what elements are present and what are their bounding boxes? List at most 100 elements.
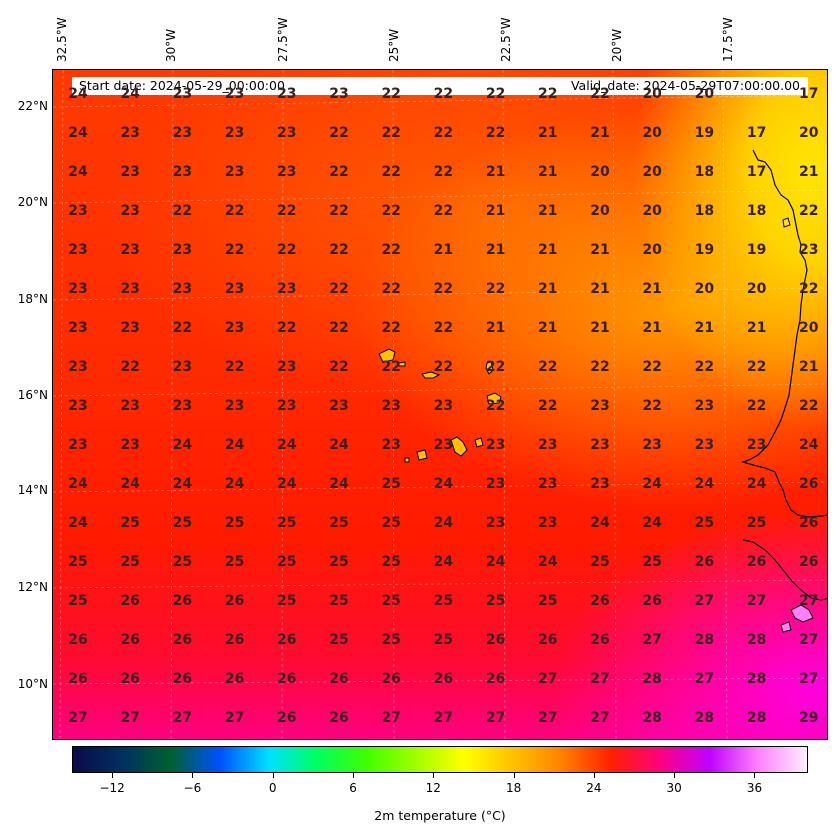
- temperature-value: 26: [799, 476, 819, 492]
- colorbar-tick-label: 6: [349, 781, 357, 795]
- temperature-value: 23: [277, 125, 297, 141]
- temperature-value: 23: [172, 359, 193, 375]
- temperature-value: 24: [433, 554, 454, 570]
- start-date: Start date: 2024-05-29_00:00:00: [79, 78, 285, 93]
- temperature-value: 23: [120, 281, 140, 297]
- temperature-value: 21: [642, 281, 662, 297]
- temperature-value: 26: [172, 593, 193, 609]
- temperature-value: 20: [642, 164, 662, 180]
- temperature-value: 25: [329, 515, 349, 531]
- temperature-value: 25: [329, 593, 349, 609]
- temperature-value: 25: [485, 593, 506, 609]
- temperature-value: 26: [120, 593, 140, 609]
- temperature-value: 23: [172, 281, 193, 297]
- temperature-value: 24: [172, 437, 193, 453]
- temperature-value: 23: [172, 86, 193, 102]
- temperature-value: 21: [538, 281, 558, 297]
- island-small-north: [782, 217, 791, 228]
- temperature-value: 24: [277, 476, 297, 492]
- temperature-value: 26: [485, 671, 506, 687]
- temperature-value: 23: [590, 476, 610, 492]
- temperature-value: 24: [329, 437, 349, 453]
- temperature-value: 27: [538, 710, 558, 726]
- temperature-value: 22: [746, 359, 767, 375]
- temperature-value: 24: [68, 164, 88, 180]
- temperature-value: 26: [746, 554, 767, 570]
- temperature-value: 25: [329, 554, 349, 570]
- african-coastline: [741, 149, 827, 518]
- temperature-value: 20: [590, 164, 610, 180]
- temperature-value: 22: [433, 359, 454, 375]
- temperature-value: 21: [799, 359, 819, 375]
- latitude-label: 18°N: [17, 292, 48, 306]
- temperature-value: 22: [381, 203, 401, 219]
- temperature-value: 20: [799, 320, 819, 336]
- temperature-value: 23: [381, 398, 401, 414]
- temperature-value: 28: [642, 671, 662, 687]
- temperature-value: 21: [538, 320, 558, 336]
- temperature-value: 23: [329, 398, 349, 414]
- temperature-value: 17: [746, 164, 767, 180]
- temperature-value: 27: [485, 710, 506, 726]
- temperature-value: 22: [799, 281, 819, 297]
- temperature-value: 26: [329, 710, 349, 726]
- temperature-value: 20: [642, 125, 662, 141]
- temperature-value: 27: [172, 710, 193, 726]
- temperature-value: 23: [381, 437, 401, 453]
- temperature-value: 27: [799, 671, 819, 687]
- temperature-value: 28: [694, 632, 715, 648]
- temperature-value: 19: [694, 242, 715, 258]
- temperature-value: 17: [799, 86, 819, 102]
- temperature-value: 23: [642, 437, 662, 453]
- temperature-value: 23: [172, 398, 193, 414]
- island-bijagos: [790, 604, 814, 623]
- temperature-value: 22: [381, 125, 401, 141]
- date-info-bar: Start date: 2024-05-29_00:00:00 Valid_da…: [72, 77, 808, 95]
- temperature-value: 26: [68, 671, 88, 687]
- temperature-value: 23: [329, 86, 349, 102]
- temperature-value: 22: [329, 320, 349, 336]
- temperature-value: 23: [68, 281, 88, 297]
- temperature-value: 23: [277, 86, 297, 102]
- temperature-value: 26: [329, 671, 349, 687]
- temperature-value: 21: [799, 164, 819, 180]
- colorbar-tick-mark: [754, 773, 756, 778]
- temperature-value: 21: [485, 203, 506, 219]
- temperature-value: 22: [329, 125, 349, 141]
- temperature-value: 28: [642, 710, 662, 726]
- temperature-value: 26: [68, 632, 88, 648]
- temperature-value: 24: [642, 476, 662, 492]
- temperature-value: 25: [381, 632, 401, 648]
- temperature-value: 24: [224, 476, 245, 492]
- colorbar-tick-mark: [272, 773, 274, 778]
- temperature-value: 25: [224, 515, 245, 531]
- temperature-value: 22: [277, 320, 297, 336]
- temperature-value: 27: [694, 593, 715, 609]
- temperature-value: 23: [485, 476, 506, 492]
- temperature-value: 23: [277, 164, 297, 180]
- latitude-label: 22°N: [17, 99, 48, 113]
- colorbar-tick-label: −6: [183, 781, 202, 795]
- temperature-value: 26: [224, 593, 245, 609]
- temperature-value: 26: [277, 671, 297, 687]
- colorbar-tick-label: 24: [586, 781, 602, 795]
- temperature-value: 23: [68, 437, 88, 453]
- latitude-label: 10°N: [17, 677, 48, 691]
- temperature-value: 22: [433, 320, 454, 336]
- temperature-value: 25: [277, 515, 297, 531]
- temperature-value: 25: [590, 554, 610, 570]
- colorbar-tick-mark: [593, 773, 595, 778]
- temperature-value: 23: [120, 242, 140, 258]
- temperature-value: 26: [381, 671, 401, 687]
- temperature-value: 22: [381, 242, 401, 258]
- temperature-value: 23: [277, 359, 297, 375]
- temperature-value: 23: [68, 203, 88, 219]
- temperature-value: 23: [224, 281, 245, 297]
- temperature-value: 23: [746, 437, 767, 453]
- temperature-value: 22: [224, 359, 245, 375]
- temperature-value: 25: [433, 593, 454, 609]
- temperature-value: 20: [642, 86, 662, 102]
- temperature-value: 25: [277, 554, 297, 570]
- temperature-value: 28: [694, 710, 715, 726]
- temperature-value: 26: [120, 632, 140, 648]
